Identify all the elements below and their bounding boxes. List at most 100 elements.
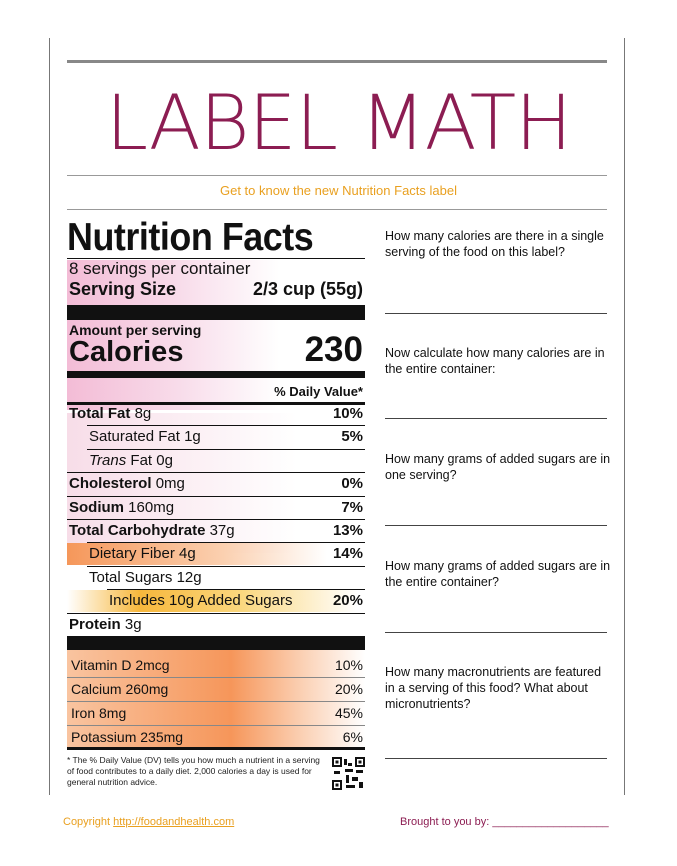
- thick-bar: [67, 371, 365, 378]
- nutrient-row: Total Sugars 12g: [89, 569, 202, 586]
- question: How many grams of added sugars are in th…: [385, 559, 611, 589]
- vitamin-name: Vitamin D 2mcg: [71, 657, 170, 673]
- footnote: * The % Daily Value (DV) tells you how m…: [67, 755, 320, 787]
- rule: [67, 258, 365, 259]
- answer-line: [385, 313, 607, 314]
- nutrient-amount: 160mg: [128, 498, 175, 516]
- nutrient-name: Dietary Fiber: [89, 545, 175, 563]
- row-rule: [87, 425, 365, 427]
- nutrient-amount: 8g: [134, 405, 152, 422]
- nutrition-label: Nutrition Facts 8 servings per container…: [67, 216, 365, 798]
- row-rule: [67, 495, 365, 497]
- nutrient-row: Cholesterol 0mg: [69, 475, 185, 492]
- nutrient-name: Sodium: [69, 498, 124, 516]
- question: Now calculate how many calories are in t…: [385, 346, 605, 376]
- thick-bar: [67, 305, 365, 320]
- nutrient-row: Includes 10g Added Sugars: [109, 592, 292, 609]
- pink-shade: [67, 413, 297, 553]
- vitamin-dv: 6%: [342, 729, 363, 745]
- question: How many macronutrients are featured in …: [385, 665, 602, 711]
- answer-line: [385, 525, 607, 526]
- subtitle: Get to know the new Nutrition Facts labe…: [219, 183, 457, 198]
- nutrient-row: Sodium 160mg: [69, 499, 174, 516]
- question: How many grams of added sugars are in on…: [385, 452, 611, 482]
- right-border: [624, 38, 625, 795]
- serving-size-value: 2/3 cup (55g): [252, 279, 363, 299]
- nutrient-name: Total Carbohydrate: [69, 522, 206, 539]
- brought-by: Brought to you by: ___________________: [400, 816, 609, 828]
- nutrient-row: Protein 3g: [69, 616, 142, 633]
- row-rule: [67, 402, 365, 405]
- nutrient-name: Cholesterol: [69, 475, 152, 493]
- nutrient-row: Trans Fat 0g: [89, 452, 173, 469]
- nutrient-name: Saturated Fat: [89, 428, 180, 446]
- vitamin-name: Potassium 235mg: [71, 729, 184, 745]
- row-rule: [107, 589, 365, 591]
- rule: [67, 175, 607, 176]
- nutrient-amount: 0mg: [155, 475, 185, 493]
- row-rule: [67, 472, 365, 474]
- row-rule: [67, 725, 365, 726]
- nutrient-dv: 10%: [332, 405, 363, 422]
- amount-per-serving: Amount per serving: [69, 322, 202, 338]
- nutrient-dv: 13%: [332, 522, 363, 539]
- nutrient-name: Total Sugars: [89, 568, 173, 586]
- title: LABEL MATH: [105, 78, 573, 167]
- nutrient-amount: 37g: [209, 522, 235, 539]
- nutrient-name: Includes 10g Added Sugars: [109, 592, 293, 610]
- rule: [67, 747, 365, 750]
- nutrient-name: Protein: [69, 615, 121, 633]
- nutrient-name: Total Fat: [69, 405, 131, 422]
- nutrient-dv: 0%: [341, 475, 363, 493]
- nutrient-row: Total Fat 8g: [69, 405, 151, 422]
- copyright-link[interactable]: http://foodandhealth.com: [113, 816, 235, 828]
- qr-code: [332, 757, 365, 790]
- calories-value: 230: [304, 330, 363, 369]
- nutrient-amount: 12g: [176, 568, 202, 586]
- nutrient-dv: 7%: [341, 498, 363, 516]
- vitamin-dv: 10%: [334, 657, 363, 673]
- orange-shade: [67, 650, 365, 750]
- row-rule: [87, 448, 365, 450]
- vitamin-name: Iron 8mg: [71, 705, 127, 721]
- daily-value-header: % Daily Value*: [274, 384, 363, 399]
- answer-line: [385, 418, 607, 419]
- pink-shade: [67, 260, 317, 410]
- nutrient-dv: 5%: [341, 428, 363, 446]
- row-rule: [67, 612, 365, 614]
- row-rule: [67, 701, 365, 702]
- nutrient-amount: 4g: [179, 545, 196, 563]
- nutrient-row: Dietary Fiber 4g: [89, 545, 196, 562]
- answer-line: [385, 758, 607, 759]
- serving-size-label: Serving Size: [69, 279, 177, 299]
- nutrient-dv: 20%: [332, 592, 363, 610]
- copyright: Copyright http://foodandhealth.com: [63, 816, 234, 828]
- thick-bar: [67, 636, 365, 650]
- servings: 8 servings per container: [69, 259, 251, 278]
- vitamin-dv: 20%: [334, 681, 363, 697]
- row-rule: [67, 519, 365, 520]
- vitamin-dv: 45%: [334, 705, 363, 721]
- top-rule: [67, 60, 607, 63]
- nutrient-amount: 1g: [184, 428, 201, 446]
- yellow-shade: [67, 590, 357, 612]
- nutrient-row: Saturated Fat 1g: [89, 428, 201, 445]
- orange-shade: [67, 543, 327, 565]
- question: How many calories are there in a single …: [385, 229, 604, 259]
- answer-line: [385, 632, 607, 633]
- nutrient-row: Total Carbohydrate 37g: [69, 522, 235, 539]
- label-title: Nutrition Facts: [67, 216, 314, 259]
- nutrient-amount: Fat 0g: [130, 451, 173, 469]
- nutrient-amount: 3g: [124, 615, 142, 633]
- calories-label: Calories: [69, 336, 184, 368]
- nutrient-dv: 14%: [332, 545, 363, 563]
- row-rule: [87, 542, 365, 544]
- row-rule: [67, 677, 365, 678]
- rule: [67, 209, 607, 210]
- left-border: [49, 38, 50, 795]
- nutrient-name: Trans: [89, 451, 127, 469]
- copyright-prefix: Copyright: [63, 816, 111, 828]
- row-rule: [87, 565, 365, 567]
- vitamin-name: Calcium 260mg: [71, 681, 169, 697]
